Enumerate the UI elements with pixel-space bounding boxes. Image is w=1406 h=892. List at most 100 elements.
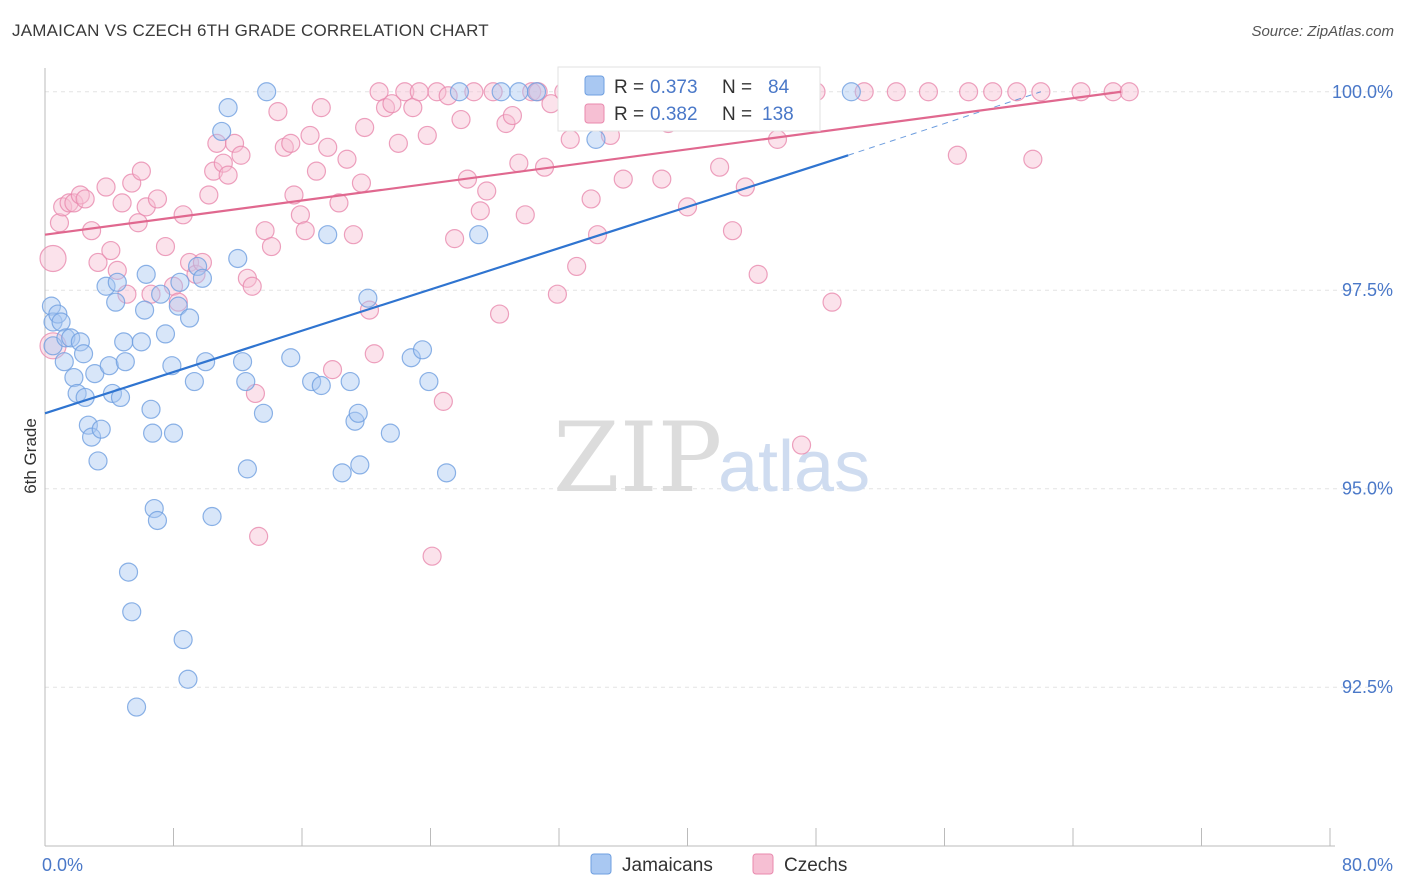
data-point bbox=[311, 375, 331, 396]
data-point bbox=[451, 109, 471, 130]
data-point bbox=[841, 82, 861, 102]
data-point bbox=[433, 391, 453, 411]
data-point bbox=[710, 157, 730, 177]
data-point bbox=[268, 102, 288, 122]
y-axis-title: 6th Grade bbox=[21, 418, 40, 494]
data-point bbox=[91, 419, 111, 439]
data-point bbox=[722, 221, 743, 241]
tick-labels: 92.5% 95.0% 97.5% 100.0% 0.0% 80.0% bbox=[42, 82, 1393, 875]
data-point bbox=[144, 498, 164, 519]
jamaicans-trend-line bbox=[44, 154, 849, 415]
data-point bbox=[202, 506, 222, 527]
data-point bbox=[409, 82, 429, 102]
data-point bbox=[39, 244, 67, 273]
data-point bbox=[401, 348, 421, 368]
data-point bbox=[886, 82, 906, 102]
data-point bbox=[231, 145, 251, 165]
data-point bbox=[526, 82, 547, 102]
data-point bbox=[735, 177, 755, 197]
chart-title: JAMAICAN VS CZECH 6TH GRADE CORRELATION … bbox=[12, 21, 489, 40]
data-point bbox=[509, 82, 529, 102]
data-point bbox=[75, 189, 95, 209]
data-point bbox=[509, 153, 529, 173]
data-point bbox=[427, 82, 447, 102]
data-point bbox=[54, 352, 74, 372]
stats-legend: R = 0.373 N = 84 R = 0.382 N = 138 bbox=[557, 66, 821, 132]
legend-r-label: R = bbox=[614, 77, 644, 98]
data-point bbox=[70, 332, 90, 352]
chart-source: Source: ZipAtlas.com bbox=[1251, 23, 1394, 40]
watermark: ZIP atlas bbox=[553, 402, 870, 514]
data-point bbox=[41, 296, 62, 316]
bottom-legend-swatch-czechs bbox=[752, 853, 774, 875]
data-point bbox=[96, 276, 116, 296]
data-point bbox=[382, 94, 402, 114]
data-point bbox=[822, 292, 842, 312]
data-point bbox=[106, 292, 126, 312]
data-point bbox=[489, 304, 510, 324]
legend-swatch-jamaicans bbox=[584, 75, 605, 96]
data-point bbox=[332, 463, 352, 483]
data-point bbox=[173, 629, 193, 650]
czechs-points bbox=[39, 82, 1139, 566]
data-point bbox=[652, 169, 672, 189]
data-point bbox=[281, 348, 301, 368]
data-point bbox=[118, 562, 139, 582]
data-point bbox=[295, 221, 315, 241]
data-point bbox=[228, 248, 248, 269]
bottom-legend-swatch-jamaicans bbox=[590, 853, 612, 875]
data-point bbox=[192, 268, 213, 288]
data-point bbox=[567, 256, 587, 277]
data-point bbox=[502, 105, 523, 126]
data-point bbox=[253, 403, 274, 423]
data-point bbox=[131, 161, 151, 181]
data-point bbox=[560, 129, 580, 149]
data-point bbox=[261, 236, 282, 257]
legend-r-label: R = bbox=[614, 104, 644, 125]
x-tick-label: 0.0% bbox=[42, 855, 83, 875]
data-point bbox=[218, 165, 238, 185]
bottom-legend-label-jamaicans: Jamaicans bbox=[622, 855, 713, 876]
data-point bbox=[496, 113, 516, 134]
data-point bbox=[284, 185, 304, 205]
data-point bbox=[96, 177, 116, 197]
data-point bbox=[343, 225, 363, 245]
gridlines bbox=[45, 91, 1390, 688]
data-point bbox=[163, 423, 184, 443]
data-points bbox=[39, 82, 1139, 717]
data-point bbox=[236, 371, 256, 392]
data-point bbox=[212, 121, 232, 142]
data-point bbox=[213, 153, 233, 173]
data-point bbox=[419, 371, 439, 392]
data-point bbox=[184, 371, 204, 392]
legend-r-value: 0.373 bbox=[650, 77, 698, 98]
data-point bbox=[155, 236, 176, 257]
data-point bbox=[380, 423, 400, 443]
data-point bbox=[257, 82, 277, 102]
data-point bbox=[112, 193, 132, 213]
data-point bbox=[300, 125, 320, 146]
data-point bbox=[355, 117, 375, 138]
data-point bbox=[613, 169, 633, 189]
data-point bbox=[101, 240, 121, 261]
data-point bbox=[388, 133, 408, 153]
data-point bbox=[136, 264, 156, 284]
bottom-legend-label-czechs: Czechs bbox=[784, 855, 847, 876]
data-point bbox=[204, 161, 224, 181]
data-point bbox=[122, 602, 142, 622]
data-point bbox=[99, 356, 119, 376]
data-point bbox=[88, 451, 108, 471]
data-point bbox=[444, 229, 465, 249]
data-point bbox=[199, 185, 219, 205]
watermark-atlas: atlas bbox=[718, 427, 870, 507]
data-point bbox=[306, 161, 327, 181]
data-point bbox=[85, 364, 105, 384]
jamaicans-trend-extension bbox=[847, 91, 1042, 156]
legend-n-label: N = bbox=[722, 104, 752, 125]
data-point bbox=[81, 427, 102, 447]
data-point bbox=[107, 272, 127, 292]
legend-n-value: 138 bbox=[762, 104, 794, 125]
data-point bbox=[78, 415, 98, 435]
data-point bbox=[131, 332, 151, 352]
